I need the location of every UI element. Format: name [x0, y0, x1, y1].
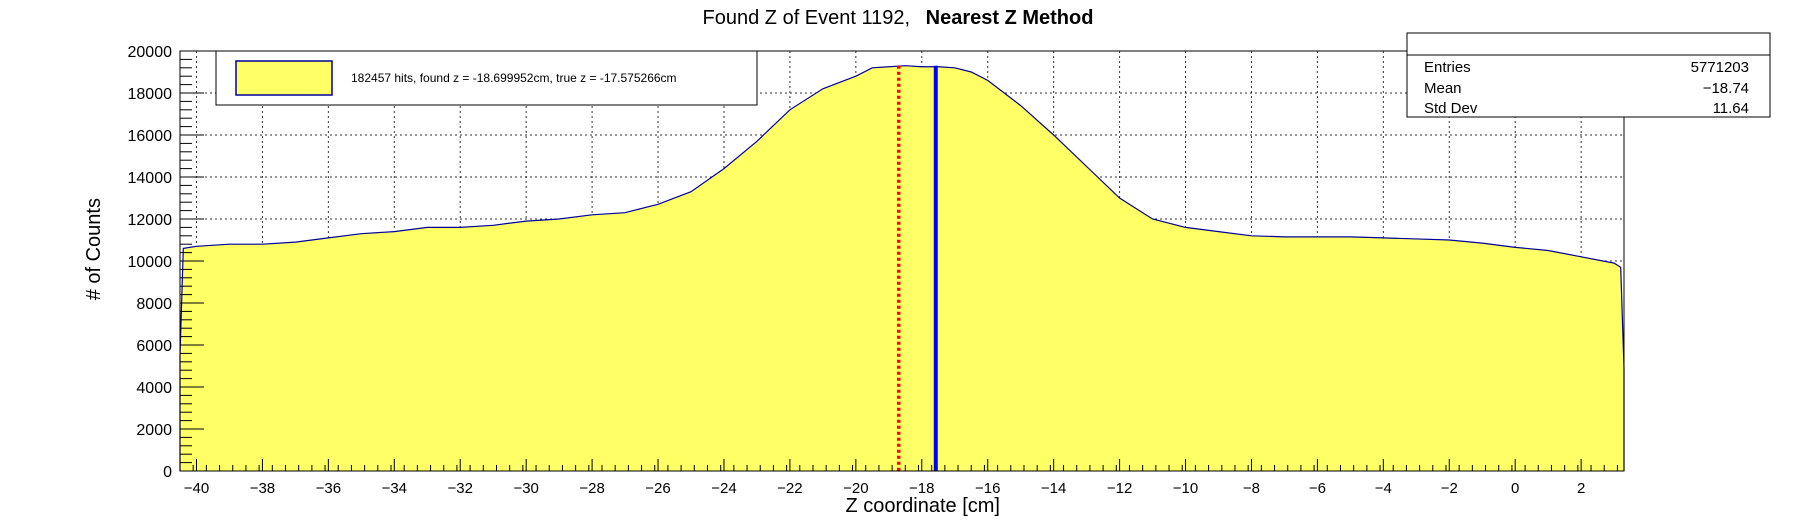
legend: 182457 hits, found z = -18.699952cm, tru… — [215, 50, 758, 106]
marker-lines — [896, 65, 938, 471]
y-tick-label: 12000 — [128, 212, 173, 229]
x-tick-label: −10 — [1173, 480, 1198, 497]
stats-mean-value: −18.74 — [1703, 80, 1749, 97]
x-tick-label: −14 — [1041, 480, 1066, 497]
stats-stddev-label: Std Dev — [1424, 100, 1478, 117]
x-tick-label: −20 — [843, 480, 868, 497]
histogram-outline — [179, 65, 1625, 471]
x-tick-label: −40 — [184, 480, 209, 497]
stats-box-frame — [1406, 32, 1771, 118]
histogram-fill — [180, 65, 1624, 471]
x-tick-label: −26 — [645, 480, 670, 497]
stats-mean-label: Mean — [1424, 80, 1462, 97]
y-tick-label: 8000 — [136, 296, 172, 313]
x-tick-label: −2 — [1441, 480, 1458, 497]
x-tick-label: −18 — [909, 480, 934, 497]
y-tick-label: 16000 — [128, 128, 173, 145]
x-tick-labels: −40 −38 −36 −34 −32 −30 −28 −26 −24 −22 −20 −18 −16−… — [184, 480, 1586, 497]
y-axis-title: # of Counts — [83, 198, 105, 300]
x-tick-label: −28 — [579, 480, 604, 497]
x-tick-label: −24 — [711, 480, 736, 497]
y-tick-label: 20000 — [128, 44, 173, 61]
stats-entries-label: Entries — [1424, 59, 1471, 76]
x-tick-label: −22 — [777, 480, 802, 497]
x-tick-label: −12 — [1107, 480, 1132, 497]
y-tick-label: 0 — [163, 464, 172, 481]
y-tick-label: 18000 — [128, 86, 173, 103]
chart-title-method: Nearest Z Method — [926, 7, 1094, 29]
y-tick-labels: 0 2000 4000 6000 8000 10000 12000 14000 16000 180… — [128, 44, 173, 481]
y-tick-label: 10000 — [128, 254, 173, 271]
legend-swatch — [235, 60, 333, 96]
stats-entries-value: 5771203 — [1691, 59, 1749, 76]
stats-stddev-value: 11.64 — [1713, 100, 1749, 117]
x-tick-label: −8 — [1243, 480, 1260, 497]
y-tick-label: 2000 — [136, 422, 172, 439]
y-tick-label: 4000 — [136, 380, 172, 397]
x-tick-label: −32 — [448, 480, 473, 497]
x-tick-label: −4 — [1375, 480, 1392, 497]
x-tick-label: 2 — [1577, 480, 1585, 497]
legend-entry: 182457 hits, found z = -18.699952cm, tru… — [351, 71, 677, 85]
x-tick-label: −38 — [250, 480, 275, 497]
x-tick-label: −36 — [316, 480, 341, 497]
y-tick-label: 6000 — [136, 338, 172, 355]
x-tick-label: −6 — [1309, 480, 1326, 497]
axis-ticks — [179, 50, 1618, 472]
x-tick-label: −34 — [382, 480, 407, 497]
x-tick-label: −16 — [975, 480, 1000, 497]
chart-title: Found Z of Event 1192, Nearest Z Method — [703, 7, 1094, 29]
stats-box: Entries 5771203 Mean −18.74 Std Dev 11.6… — [1406, 32, 1771, 118]
chart-title-prefix: Found Z of Event 1192, — [703, 7, 911, 29]
y-tick-label: 14000 — [128, 170, 173, 187]
x-tick-label: −30 — [513, 480, 538, 497]
x-axis-title: Z coordinate [cm] — [845, 495, 1000, 517]
x-tick-label: 0 — [1511, 480, 1519, 497]
